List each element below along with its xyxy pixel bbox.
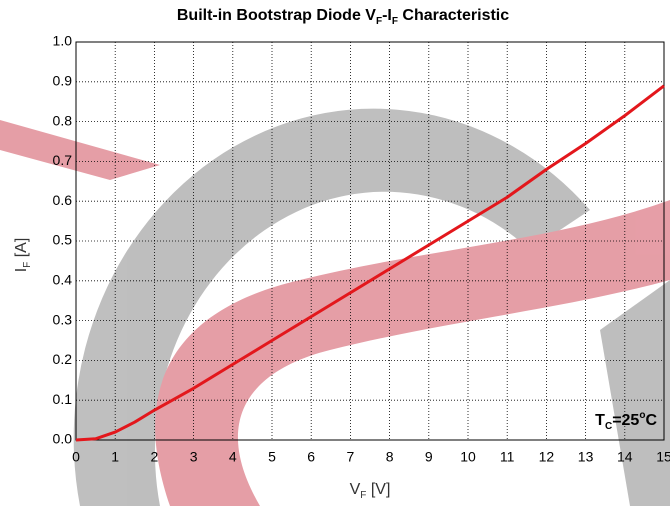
annotation: TC=25oC <box>595 410 657 432</box>
x-tick-label: 11 <box>500 449 515 465</box>
x-tick-label: 10 <box>460 449 476 465</box>
annotation-part: =25 <box>612 412 639 429</box>
y-tick-label: 0.7 <box>53 152 73 168</box>
y-tick-label: 1.0 <box>53 33 73 49</box>
x-tick-label: 9 <box>425 449 433 465</box>
x-tick-label: 13 <box>578 449 594 465</box>
y-tick-label: 0.0 <box>53 431 73 447</box>
x-tick-label: 7 <box>347 449 355 465</box>
label-part: [V] <box>366 481 390 498</box>
chart-title: Built-in Bootstrap Diode VF-IF Character… <box>177 7 509 26</box>
x-tick-label: 15 <box>656 449 670 465</box>
watermark <box>0 109 670 506</box>
x-tick-label: 14 <box>617 449 633 465</box>
y-tick-label: 0.9 <box>53 73 73 89</box>
label-part: [A] <box>13 238 30 262</box>
x-axis-label: VF [V] <box>350 481 391 500</box>
chart: Built-in Bootstrap Diode VF-IF Character… <box>0 0 670 506</box>
x-tick-label: 5 <box>268 449 276 465</box>
y-tick-label: 0.4 <box>53 272 73 288</box>
x-tick-label: 0 <box>72 449 80 465</box>
x-tick-label: 6 <box>307 449 315 465</box>
y-tick-label: 0.8 <box>53 112 73 128</box>
x-tick-label: 12 <box>539 449 555 465</box>
title-part: Built-in Bootstrap Diode V <box>177 7 376 24</box>
title-part: Characteristic <box>398 7 509 24</box>
annotation-part: C <box>645 412 657 429</box>
y-tick-label: 0.6 <box>53 192 73 208</box>
x-tick-label: 3 <box>190 449 198 465</box>
y-tick-label: 0.1 <box>53 391 73 407</box>
y-axis-label: IF [A] <box>13 238 32 273</box>
x-tick-label: 2 <box>151 449 159 465</box>
x-tick-label: 8 <box>386 449 394 465</box>
x-tick-label: 1 <box>111 449 119 465</box>
label-part: V <box>350 481 361 498</box>
y-tick-label: 0.2 <box>53 351 73 367</box>
x-tick-label: 4 <box>229 449 237 465</box>
annotation-sub: C <box>605 421 612 432</box>
title-part: -I <box>382 7 392 24</box>
y-tick-label: 0.3 <box>53 311 73 327</box>
annotation-part: T <box>595 412 605 429</box>
y-tick-label: 0.5 <box>53 232 73 248</box>
